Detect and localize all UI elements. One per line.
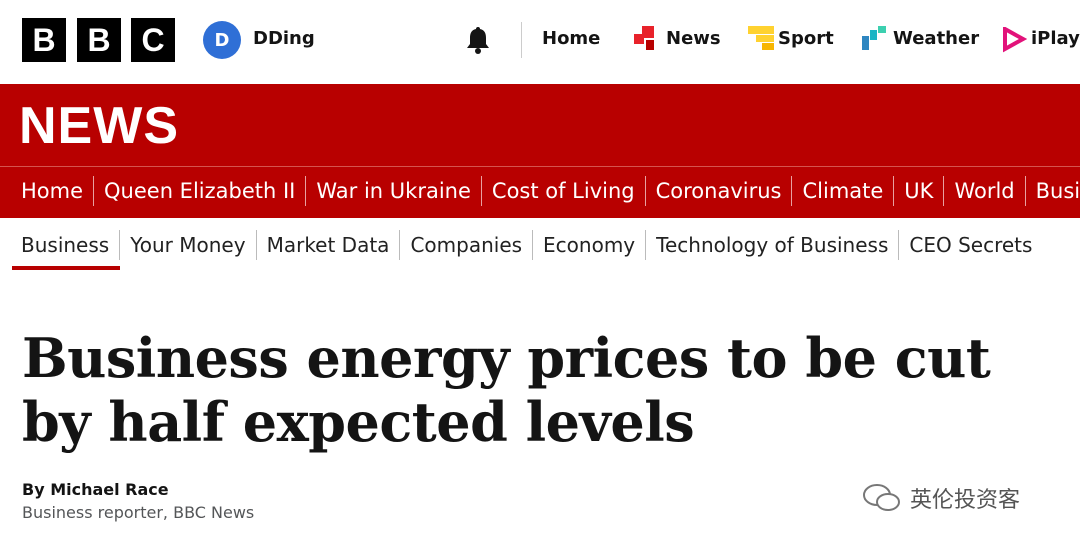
logo-letter[interactable]: C bbox=[131, 18, 175, 62]
nav-link[interactable]: War in Ukraine bbox=[305, 176, 481, 206]
nav-link[interactable]: Home bbox=[542, 28, 601, 49]
nav-link[interactable]: Sport bbox=[778, 28, 834, 49]
nav-link[interactable]: UK bbox=[893, 176, 943, 206]
nav-link[interactable]: World bbox=[943, 176, 1024, 206]
news-banner: NEWS Home Queen Elizabeth II War in Ukrain… bbox=[0, 84, 1080, 218]
nav-link[interactable]: Weather bbox=[893, 28, 980, 49]
nav-link[interactable]: Queen Elizabeth II bbox=[93, 176, 305, 206]
weather-icon bbox=[862, 26, 886, 50]
divider bbox=[0, 166, 1080, 167]
section-title[interactable]: NEWS bbox=[19, 97, 179, 155]
nav-link[interactable]: Home bbox=[21, 179, 84, 203]
logo-letter[interactable]: B bbox=[77, 18, 121, 62]
divider bbox=[521, 22, 522, 58]
nav-link[interactable]: Your Money bbox=[119, 230, 255, 260]
logo-letter[interactable]: B bbox=[22, 18, 66, 62]
sub-nav: Business Your Money Market Data Companies Ec… bbox=[0, 230, 1042, 260]
main-nav: Home Queen Elizabeth II War in Ukraine Cost… bbox=[0, 176, 1080, 206]
wechat-icon bbox=[863, 484, 900, 511]
nav-link[interactable]: Business bbox=[21, 233, 110, 257]
active-underline bbox=[12, 266, 120, 270]
nav-link[interactable]: News bbox=[666, 28, 721, 49]
nav-link[interactable]: Companies bbox=[399, 230, 532, 260]
nav-link[interactable]: Coronavirus bbox=[644, 176, 792, 206]
news-icon bbox=[634, 26, 654, 50]
sport-icon bbox=[748, 26, 774, 50]
nav-link[interactable]: CEO Secrets bbox=[898, 230, 1042, 260]
nav-link[interactable]: Economy bbox=[532, 230, 645, 260]
watermark-text: 英伦投资客 bbox=[910, 488, 1021, 513]
watermark: 英伦投资客 bbox=[862, 482, 1020, 514]
avatar[interactable]: D bbox=[203, 21, 241, 59]
nav-link[interactable]: iPlayer bbox=[1031, 28, 1080, 49]
top-bar: B B C D DDing Home News Sport Weather iP… bbox=[0, 0, 1080, 84]
nav-link[interactable]: Cost of Living bbox=[480, 176, 645, 206]
nav-link[interactable]: Climate bbox=[791, 176, 893, 206]
bell-icon[interactable] bbox=[464, 25, 492, 55]
author: By Michael Race bbox=[22, 480, 169, 499]
author-role: Business reporter, BBC News bbox=[22, 503, 255, 522]
nav-link[interactable]: Market Data bbox=[255, 230, 400, 260]
nav-link[interactable]: Business bbox=[1024, 176, 1080, 206]
headline: Business energy prices to be cut by half… bbox=[22, 326, 991, 454]
nav-link[interactable]: Technology of Business bbox=[645, 230, 898, 260]
iplayer-icon bbox=[1003, 27, 1027, 53]
username[interactable]: DDing bbox=[253, 28, 315, 49]
